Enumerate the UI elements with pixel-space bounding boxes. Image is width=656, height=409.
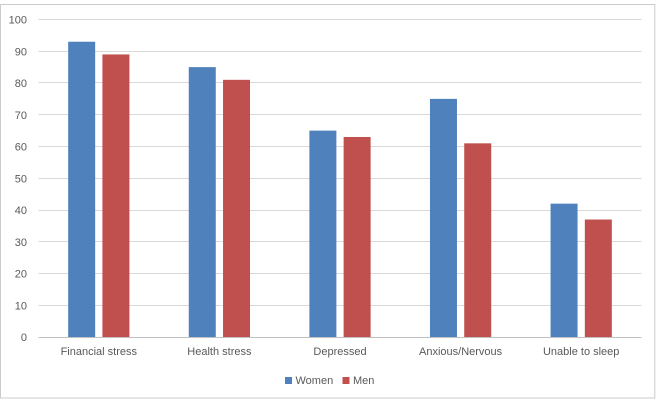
svg-text:Women: Women [296, 375, 334, 387]
svg-text:Unable to sleep: Unable to sleep [543, 346, 619, 358]
svg-text:100: 100 [9, 15, 27, 27]
svg-text:60: 60 [15, 142, 27, 154]
svg-text:10: 10 [15, 300, 27, 312]
svg-text:40: 40 [15, 205, 27, 217]
svg-text:Health stress: Health stress [187, 346, 252, 358]
svg-text:50: 50 [15, 173, 27, 185]
svg-text:30: 30 [15, 237, 27, 249]
svg-text:90: 90 [15, 46, 27, 58]
svg-text:20: 20 [15, 269, 27, 281]
svg-text:Anxious/Nervous: Anxious/Nervous [419, 346, 503, 358]
svg-text:70: 70 [15, 110, 27, 122]
svg-text:0: 0 [21, 332, 27, 344]
svg-text:Men: Men [353, 375, 374, 387]
svg-text:Financial stress: Financial stress [61, 346, 138, 358]
svg-text:Depressed: Depressed [313, 346, 366, 358]
svg-text:80: 80 [15, 78, 27, 90]
